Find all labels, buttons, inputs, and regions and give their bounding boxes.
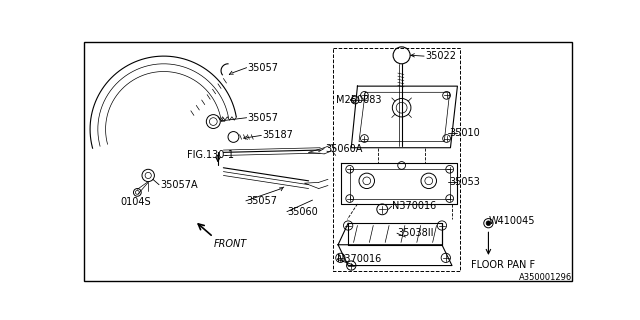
- Text: A350001296: A350001296: [518, 273, 572, 282]
- Text: 35057A: 35057A: [160, 180, 198, 190]
- Bar: [333, 48, 460, 271]
- Text: 35038II: 35038II: [397, 228, 435, 238]
- Text: 35022: 35022: [425, 51, 456, 61]
- Text: 35060: 35060: [288, 207, 319, 217]
- Text: FIG.130-1: FIG.130-1: [187, 150, 234, 160]
- Text: 35057: 35057: [248, 113, 278, 123]
- Text: FRONT: FRONT: [213, 239, 246, 249]
- Text: 35057: 35057: [246, 196, 278, 206]
- Text: 0104S: 0104S: [120, 196, 151, 207]
- Text: 35010: 35010: [449, 128, 479, 138]
- Text: FLOOR PAN F: FLOOR PAN F: [472, 260, 536, 270]
- Text: 35053: 35053: [449, 177, 480, 188]
- Text: 35060A: 35060A: [325, 143, 362, 154]
- Text: M250083: M250083: [336, 95, 381, 105]
- Text: N370016: N370016: [392, 201, 436, 211]
- Circle shape: [486, 221, 491, 226]
- Text: N370016: N370016: [337, 254, 381, 264]
- Text: W410045: W410045: [488, 216, 535, 226]
- Text: 35057: 35057: [248, 63, 278, 73]
- Text: 35187: 35187: [262, 131, 293, 140]
